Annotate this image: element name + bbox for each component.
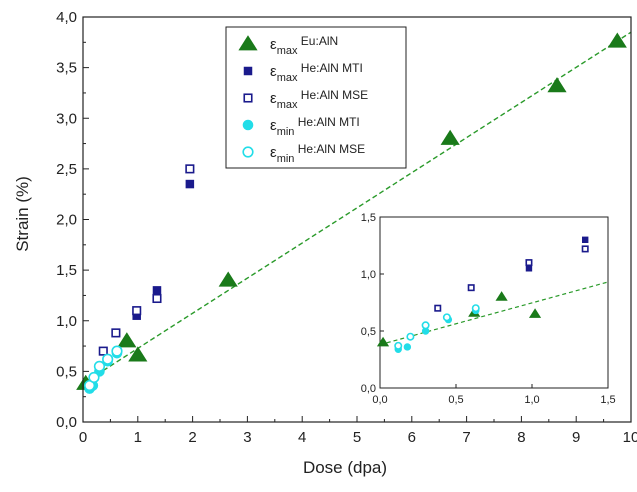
inset-x-tick-label: 1,0 — [524, 394, 539, 406]
x-tick-label: 1 — [134, 429, 142, 446]
x-tick-label: 2 — [188, 429, 196, 446]
data-point — [607, 32, 627, 48]
inset-x-tick-label: 1,5 — [600, 394, 615, 406]
inset-data-point — [421, 321, 430, 330]
x-tick-label: 4 — [298, 429, 306, 446]
data-point — [218, 271, 238, 287]
x-tick-label: 10 — [623, 429, 637, 446]
x-tick-label: 0 — [79, 429, 87, 446]
x-tick-label: 3 — [243, 429, 251, 446]
legend-entry-label: εmax He:AlN MTI — [270, 61, 363, 84]
data-point — [185, 179, 195, 189]
legend-symbol: ε — [270, 144, 277, 161]
data-point — [117, 332, 137, 348]
y-tick-label: 3,0 — [56, 110, 77, 127]
inset-data-point — [581, 245, 589, 253]
inset-data-point — [471, 304, 480, 313]
x-tick-label: 8 — [517, 429, 525, 446]
legend-marker — [243, 66, 253, 76]
inset-y-tick-label: 0,5 — [361, 326, 376, 338]
y-tick-label: 3,5 — [56, 60, 77, 77]
inset-data-point — [467, 284, 475, 292]
data-point — [88, 371, 100, 384]
data-point — [440, 129, 460, 145]
data-point — [111, 328, 121, 338]
legend-box — [225, 26, 407, 169]
legend-entry-label: εmax Eu:AlN — [270, 34, 338, 57]
legend-subscript: max — [277, 45, 298, 57]
inset-y-tick-label: 1,0 — [361, 269, 376, 281]
x-tick-label: 9 — [572, 429, 580, 446]
legend-label: He:AlN MSE — [294, 142, 365, 156]
trend-line — [82, 31, 632, 385]
legend-marker — [243, 93, 253, 103]
legend-label: Eu:AlN — [297, 34, 338, 48]
inset-chart: 0,0 0,5 1,0 1,5 0,0 0,5 1,0 1,5 — [361, 212, 616, 406]
data-point — [185, 164, 195, 174]
data-point — [102, 353, 114, 365]
y-tick-label: 4,0 — [56, 9, 77, 26]
inset-data-point — [495, 291, 508, 301]
legend-subscript: min — [277, 126, 295, 138]
legend-marker — [242, 146, 254, 158]
main-data-points — [76, 32, 627, 394]
legend-entry-label: εmin He:AlN MSE — [270, 142, 365, 165]
inset-data-point — [434, 304, 442, 312]
data-point — [132, 306, 142, 316]
y-tick-label: 0,5 — [56, 363, 77, 380]
y-tick-label: 1,5 — [56, 262, 77, 279]
legend-symbol: ε — [270, 90, 277, 107]
legend-marker — [242, 119, 254, 131]
data-point — [128, 346, 148, 362]
y-tick-label: 2,0 — [56, 212, 77, 229]
legend-label: He:AlN MTI — [294, 115, 359, 129]
y-tick-label: 0,0 — [56, 414, 77, 431]
main-axes: 0 1 2 3 4 5 6 7 8 9 10 0,0 0,5 1,0 1,5 2,0 2,5 3,0 3,5 4,0 — [56, 9, 637, 446]
y-tick-label: 2,5 — [56, 161, 77, 178]
inset-x-tick-label: 0,5 — [448, 394, 463, 406]
inset-x-tick-label: 0,0 — [372, 394, 387, 406]
main-trend-line — [82, 31, 632, 385]
inset-data-point — [394, 341, 403, 350]
data-point — [98, 346, 108, 356]
inset-data-point — [525, 259, 533, 267]
inset-data-point — [582, 236, 589, 244]
legend-symbol: ε — [270, 117, 277, 134]
legend-symbol: ε — [270, 36, 277, 53]
legend-subscript: min — [277, 153, 295, 165]
legend-subscript: max — [277, 72, 298, 84]
legend-label: He:AlN MSE — [297, 88, 368, 102]
x-tick-label: 6 — [408, 429, 416, 446]
x-tick-label: 5 — [353, 429, 361, 446]
legend-subscript: max — [277, 99, 298, 111]
y-tick-label: 1,0 — [56, 313, 77, 330]
inset-trend-line — [379, 281, 609, 346]
inset-data-point — [528, 308, 542, 318]
legend-marker — [238, 35, 258, 51]
inset-data-point — [406, 332, 415, 341]
x-tick-label: 7 — [462, 429, 470, 446]
legend-entry-label: εmax He:AlN MSE — [270, 88, 368, 111]
inset-data-point — [442, 313, 451, 322]
legend-entry-label: εmin He:AlN MTI — [270, 115, 360, 138]
inset-data-point — [525, 265, 533, 272]
inset-data-point — [403, 343, 412, 351]
legend-symbol: ε — [270, 63, 277, 80]
y-axis-label: Strain (%) — [13, 176, 32, 252]
data-point — [111, 345, 123, 357]
inset-frame — [379, 216, 609, 389]
data-point — [547, 77, 567, 93]
inset-data-point — [376, 336, 390, 347]
inset-y-tick-label: 0,0 — [361, 383, 376, 395]
data-point — [152, 293, 162, 304]
data-point — [93, 360, 106, 372]
inset-y-tick-label: 1,5 — [361, 212, 376, 224]
x-axis-label: Dose (dpa) — [303, 458, 387, 477]
legend-label: He:AlN MTI — [297, 61, 362, 75]
data-point — [152, 286, 162, 295]
